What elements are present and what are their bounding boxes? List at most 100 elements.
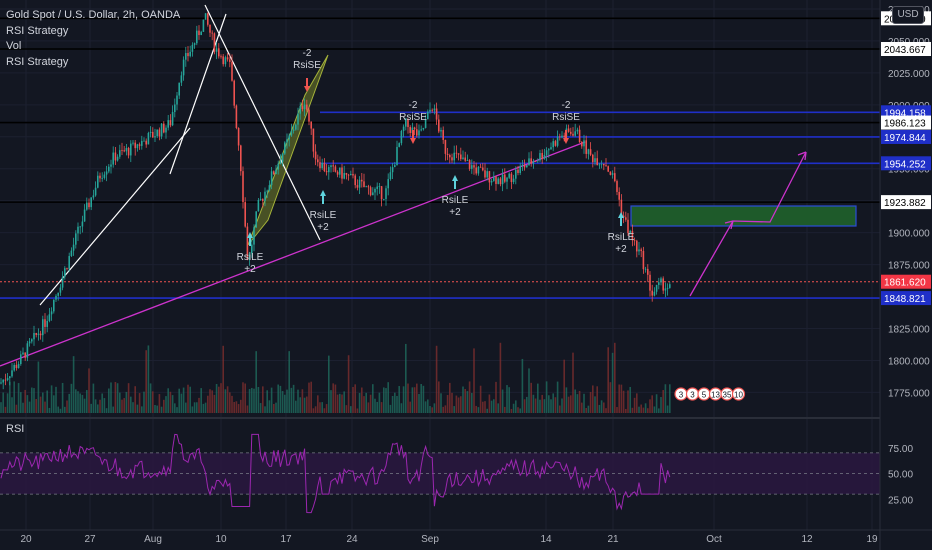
event-marker-count: 10 [734,391,743,400]
x-tick-label: 12 [801,534,813,545]
candle-body [471,165,473,169]
candle-body [350,173,352,175]
candle-body [171,112,174,126]
price-label-text: 1848.821 [884,294,926,305]
indicator-volume[interactable]: Vol [6,40,22,52]
volume-bar [213,394,216,413]
volume-bar [598,404,601,413]
candle-body [15,364,18,369]
grid-lines [0,0,880,530]
volume-bar [444,405,447,413]
candle-body [198,30,200,36]
event-markers[interactable]: 3 3 5 13 35 10 [674,387,746,401]
price-label-text: 2043.667 [884,45,926,56]
volume-bar [17,383,20,413]
candle-body [387,179,389,189]
candle-body [66,268,68,269]
event-marker-count: 35 [723,391,732,400]
volume-bar [222,345,224,413]
volume-bar [339,393,341,413]
candle-body [147,133,150,145]
long-entry-arrow [452,175,458,189]
indicator-rsi-strategy-2[interactable]: RSI Strategy [6,55,69,68]
volume-bar [658,408,660,413]
rsi-tick-label: 50.00 [888,470,913,481]
candle-body [11,370,13,377]
volume-bar [33,388,35,413]
candle-body [429,109,431,112]
volume-bar [319,402,321,413]
candle-body [44,319,46,327]
candle-body [427,111,429,120]
volume-bar [607,347,609,413]
candle-body [581,142,583,147]
volume-bar [563,359,565,413]
time-axis[interactable]: 20 27 Aug 10 17 24 Sep 14 21 Oct 12 19 [0,529,932,545]
currency-badge[interactable]: USD [892,6,924,24]
volume-bar [11,397,13,413]
candle-body [334,166,337,172]
candle-body [248,253,251,260]
candle-body [235,105,238,129]
candle-body [169,120,172,126]
price-label-text: 1923.882 [884,198,926,209]
candle-body [167,120,169,128]
candle-body [79,226,81,228]
volume-bar [103,398,106,413]
candle-body [583,140,585,147]
candle-body [537,160,539,162]
candle-body [622,215,625,218]
candle-body [134,142,136,149]
candle-body [121,150,123,151]
candle-body [90,197,92,208]
candle-body [636,240,638,252]
price-label-badge [881,274,931,289]
volume-bar [328,355,330,413]
volume-bar [515,400,517,413]
white-trendline-2 [169,13,227,175]
candle-body [512,178,515,183]
candle-body [409,127,411,133]
price-axis[interactable]: 1775.000 1800.000 1825.000 1875.000 1900.000… [879,0,931,550]
volume-bar [299,397,301,413]
volume-bar [292,384,295,413]
candle-body [191,44,194,52]
candle-body [455,152,458,154]
chart-legend: Gold Spot / U.S. Dollar, 2h, OANDA RSI S… [6,8,180,70]
candle-body [218,48,220,57]
candle-body [86,202,88,210]
candle-body [339,167,341,175]
volume-bar [596,386,598,413]
candle-body [17,363,20,369]
x-tick-label: Oct [706,534,722,545]
candle-body [189,51,191,57]
strategy-signals: RsiLE+2-2RsiSERsiLE+2-2RsiSERsiLE+2-2Rsi… [237,48,635,275]
volume-bar [229,392,231,413]
volume-bar [77,391,79,413]
volume-bar [255,351,257,413]
candle-body [497,178,499,184]
volume-bar [35,398,37,413]
volume-bar [297,389,299,413]
symbol-title[interactable]: Gold Spot / U.S. Dollar, 2h, OANDA [6,9,181,21]
volume-bar [508,387,510,413]
indicator-rsi-strategy[interactable]: RSI Strategy [6,24,69,37]
candle-body [389,172,392,180]
volume-bar [112,406,114,413]
white-trendline-3 [204,4,321,241]
candle-body [103,174,106,178]
candle-body [284,142,286,154]
volume-bar [387,382,389,413]
volume-bars [0,342,671,413]
candle-body [356,185,359,188]
candle-body [614,173,616,182]
volume-bar [576,394,579,413]
candle-body [37,333,40,335]
rsi-pane [0,433,880,514]
volume-bar [548,395,550,413]
signal-count: -2 [409,100,418,111]
candle-body [453,152,455,161]
candle-body [539,153,541,161]
volume-bar [279,385,282,413]
